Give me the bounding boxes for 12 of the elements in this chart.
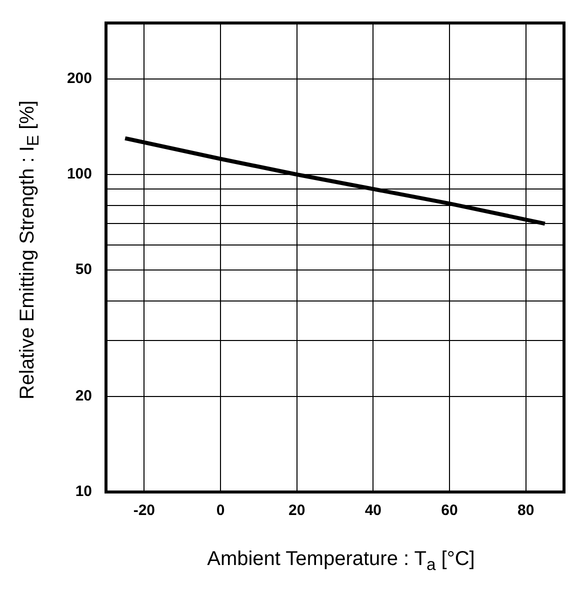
x-tick-label: 60 <box>441 502 458 520</box>
y-tick-label: 20 <box>75 388 92 405</box>
x-tick-label: 0 <box>216 502 225 520</box>
x-tick-label: -20 <box>133 502 156 520</box>
y-tick-label: 50 <box>75 261 92 278</box>
y-tick-label: 200 <box>66 70 92 88</box>
x-axis-title: Ambient Temperature : T$_{a}$ [°C] <box>206 548 476 575</box>
x-tick-label: 40 <box>364 502 382 520</box>
y-tick-label: 100 <box>66 166 92 183</box>
x-tick-label: 20 <box>288 502 306 520</box>
y-tick-label: 10 <box>75 483 92 500</box>
x-tick-label: 80 <box>517 502 534 520</box>
